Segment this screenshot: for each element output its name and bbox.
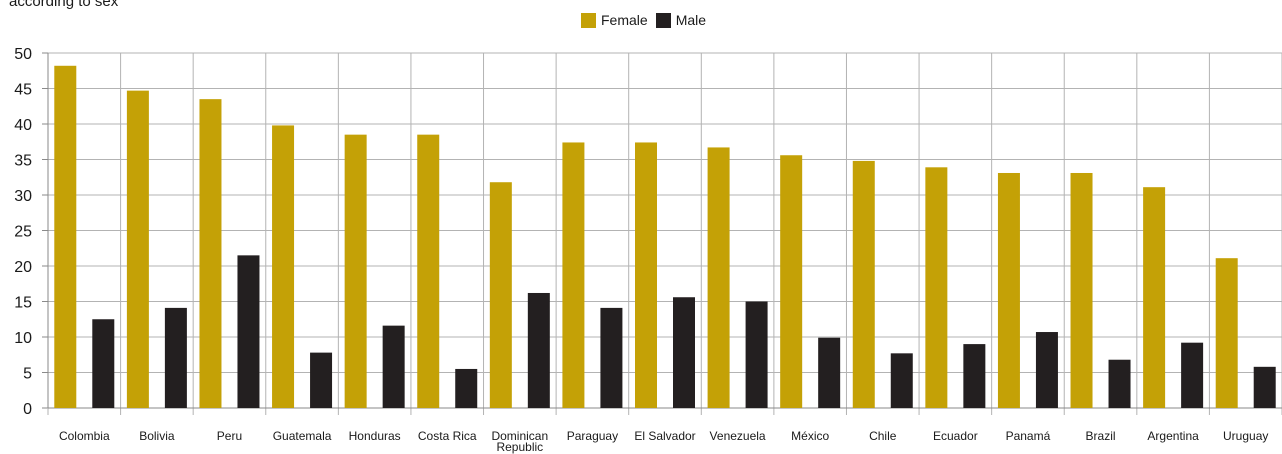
bar-female-chile — [852, 160, 875, 408]
x-tick-label: Bolivia — [139, 429, 175, 443]
y-tick-label: 20 — [14, 259, 32, 276]
bar-female-brazil — [1070, 172, 1093, 408]
legend-item-female: Female — [581, 12, 648, 28]
bar-male-guatemala — [310, 352, 333, 408]
bar-male-ecuador — [963, 344, 986, 408]
x-tick-label: Ecuador — [933, 429, 978, 443]
bar-female-m-xico — [780, 155, 803, 408]
x-tick-label: Paraguay — [567, 429, 618, 443]
bar-female-paraguay — [562, 142, 585, 408]
x-tick-label: Brazil — [1086, 429, 1116, 443]
bar-female-colombia — [54, 65, 77, 408]
bar-male-brazil — [1108, 359, 1131, 408]
bar-male-honduras — [382, 325, 405, 408]
y-tick-label: 15 — [14, 295, 32, 312]
bar-male-m-xico — [818, 337, 841, 408]
y-tick-label: 35 — [14, 153, 32, 170]
x-tick-label: Honduras — [349, 429, 401, 443]
bar-male-colombia — [92, 319, 115, 408]
bar-female-venezuela — [707, 147, 730, 408]
y-tick-label: 25 — [14, 224, 32, 241]
x-tick-label: Republic — [496, 440, 543, 454]
x-tick-label: Dominican — [491, 429, 548, 443]
bar-female-panam- — [997, 172, 1020, 408]
bar-male-argentina — [1181, 342, 1204, 408]
legend-item-male: Male — [655, 12, 707, 28]
bar-female-el-salvador — [635, 142, 657, 408]
x-tick-label: Peru — [217, 429, 242, 443]
legend-label-female: Female — [601, 12, 648, 28]
bar-male-panam- — [1035, 332, 1058, 408]
bar-female-costa-rica — [417, 134, 440, 408]
x-tick-label: Chile — [869, 429, 897, 443]
x-tick-label: Panamá — [1006, 429, 1051, 443]
bar-male-el-salvador — [673, 297, 695, 408]
y-tick-label: 0 — [23, 401, 32, 418]
y-tick-label: 5 — [23, 366, 32, 383]
bar-female-bolivia — [126, 90, 149, 408]
y-tick-label: 40 — [14, 117, 32, 134]
chart-title: according to sex — [9, 0, 119, 10]
y-tick-label: 45 — [14, 82, 32, 99]
y-tick-label: 30 — [14, 188, 32, 205]
y-tick-label: 10 — [14, 330, 32, 347]
bar-male-uruguay — [1253, 366, 1276, 408]
x-tick-label: El Salvador — [634, 429, 695, 443]
bar-female-honduras — [344, 134, 367, 408]
bar-female-ecuador — [925, 167, 948, 408]
legend-label-male: Male — [675, 12, 707, 28]
bar-female-guatemala — [272, 125, 295, 409]
x-tick-label: Guatemala — [273, 429, 332, 443]
bar-female-peru — [199, 99, 222, 409]
bar-male-bolivia — [164, 307, 187, 408]
x-tick-label: Uruguay — [1223, 429, 1268, 443]
bar-male-chile — [890, 353, 913, 408]
bar-male-paraguay — [600, 307, 623, 408]
legend-swatch-male — [655, 12, 671, 28]
bar-male-peru — [237, 255, 260, 408]
x-tick-label: Colombia — [59, 429, 110, 443]
bar-female-argentina — [1143, 187, 1166, 408]
bar-male-venezuela — [745, 301, 768, 408]
x-tick-label: México — [791, 429, 829, 443]
y-tick-label: 50 — [14, 46, 32, 63]
bar-female-dominican-republic — [489, 182, 512, 408]
x-tick-label: Venezuela — [710, 429, 766, 443]
bar-male-dominican-republic — [527, 292, 550, 408]
legend: Female Male — [581, 12, 714, 28]
x-tick-label: Costa Rica — [418, 429, 477, 443]
bar-male-costa-rica — [455, 368, 478, 408]
legend-swatch-female — [581, 12, 596, 28]
bar-female-uruguay — [1215, 258, 1238, 408]
x-tick-label: Argentina — [1147, 429, 1199, 443]
